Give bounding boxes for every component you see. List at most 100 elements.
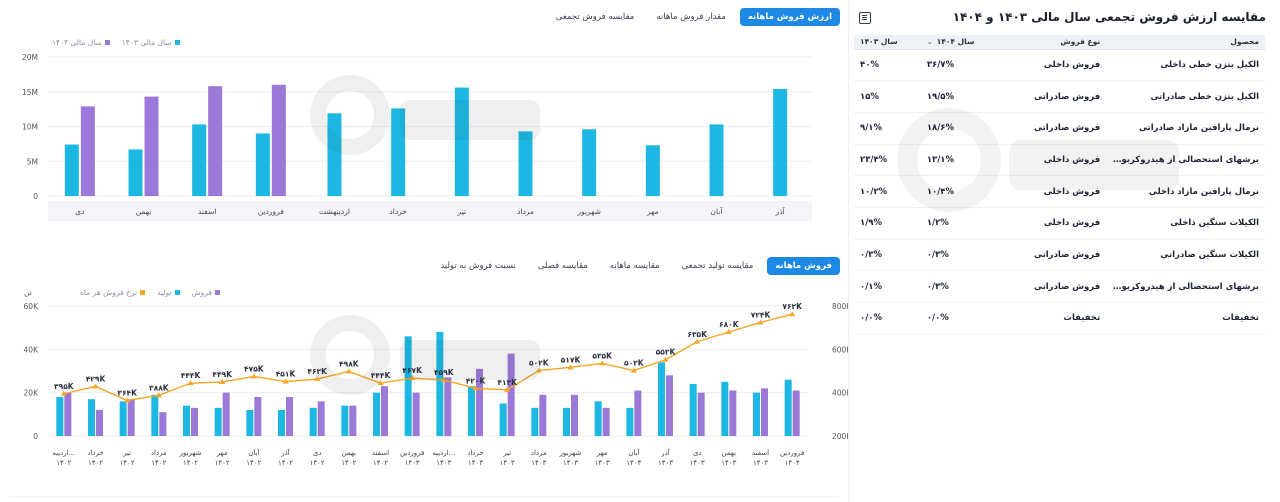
table-row[interactable]: برشهای استحصالی از هیدروکربور... فروش صاد…	[854, 270, 1265, 303]
bar-sales	[96, 410, 103, 436]
value-1403-cell: ۰/۰%	[854, 302, 921, 335]
sale-type-cell: فروش داخلی	[1000, 144, 1107, 177]
x-axis-band	[48, 201, 812, 221]
bar-production	[436, 332, 444, 436]
legend-swatch	[174, 40, 180, 45]
bar-1404	[271, 84, 286, 196]
sales-rate-label: ۵۵۲K	[656, 348, 677, 357]
table-row[interactable]: نرمال پارافین مازاد صادراتی فروش صادراتی ۱…	[854, 112, 1265, 145]
monthly-sales-value-chart: 0 5M 10M 15M 20M دی بهمن اسفند فروردین اردیبهشت خر…	[22, 53, 812, 221]
sales-rate-point	[789, 311, 796, 317]
bar-1403	[454, 87, 469, 196]
bar-production	[151, 394, 159, 436]
bottom-tab-2[interactable]: مقایسه ماهانه	[609, 261, 660, 271]
x-tick-label: دی	[313, 449, 322, 457]
legend-item[interactable]: فروش	[192, 288, 221, 297]
column-header-sale-type[interactable]: نوع فروش	[1000, 35, 1107, 50]
sales-rate-label: ۴۲۰K	[466, 376, 487, 385]
legend-item[interactable]: تولید	[157, 288, 180, 297]
bar-sales	[127, 399, 135, 436]
sales-rate-point	[662, 356, 669, 362]
table-view-icon[interactable]	[859, 12, 871, 24]
bar-1403	[192, 124, 207, 196]
x-tick-label: فروردین	[400, 449, 424, 457]
bar-production	[626, 407, 634, 436]
sales-rate-line	[63, 313, 793, 402]
bar-production	[531, 407, 539, 436]
bar-production	[341, 405, 349, 436]
x-tick-label-year: ۱۴۰۳	[721, 459, 736, 467]
legend-item[interactable]: نرخ فروش هر ماه	[80, 288, 146, 297]
table-row[interactable]: الکیلات سنگین داخلی فروش داخلی ۱/۲% ۱/۹%	[854, 207, 1265, 240]
x-tick-label: مرداد	[517, 207, 534, 216]
x-tick-label-year: ۱۴۰۳	[468, 459, 483, 467]
bottom-tab-4[interactable]: نسبت فروش به تولید	[440, 261, 516, 271]
bottom-tab-0[interactable]: فروش ماهانه	[767, 257, 840, 275]
bar-1403	[64, 144, 79, 196]
x-tick-label: خرداد	[467, 449, 483, 457]
bar-production	[88, 399, 95, 436]
value-1403-cell: ۲۳/۴%	[854, 144, 921, 177]
product-cell: برشهای استحصالی از هیدروکربور...	[1106, 144, 1265, 177]
bar-sales	[412, 392, 420, 436]
chart2-legend: فروش تولید نرخ فروش هر ماه	[80, 288, 221, 297]
sales-rate-label: ۴۵۹K	[434, 368, 455, 377]
bar-sales	[571, 394, 578, 436]
sales-rate-label: ۴۴۴K	[181, 371, 202, 380]
sales-rate-point	[282, 378, 289, 384]
sales-rate-point	[567, 364, 574, 370]
legend-item[interactable]: سال مالی ۱۴۰۳	[122, 38, 180, 47]
sales-rate-point	[599, 360, 606, 366]
sales-rate-label: ۴۹۸K	[339, 359, 360, 368]
sales-rate-label: ۳۹۵K	[54, 382, 75, 391]
x-tick-label-year: ۱۴۰۲	[246, 459, 261, 467]
product-cell: نرمال پارافین مازاد صادراتی	[1106, 112, 1265, 145]
sales-rate-label: ۴۶۷K	[402, 366, 423, 375]
table-row[interactable]: نرمال پارافین مازاد داخلی فروش داخلی ۱۰/۴%…	[854, 175, 1265, 208]
x-tick-label: آبان	[711, 206, 724, 216]
sales-rate-label: ۳۶۴K	[117, 388, 138, 397]
column-header-product[interactable]: محصول	[1106, 35, 1265, 50]
table-row[interactable]: الکیل بنزن خطی صادراتی فروش صادراتی ۱۹/۵% ۱…	[854, 80, 1265, 113]
top-tab-1[interactable]: مقدار فروش ماهانه	[656, 12, 726, 22]
x-tick-label: بهمن	[342, 449, 357, 457]
chart1-legend: سال مالی ۱۴۰۳ سال مالی ۱۴۰۴	[52, 38, 180, 47]
legend-item[interactable]: سال مالی ۱۴۰۴	[52, 38, 110, 47]
panel-separator	[848, 0, 849, 502]
chevron-down-icon: ⌄	[926, 38, 933, 47]
table-row[interactable]: تخفیفات تخفیفات ۰/۰% ۰/۰%	[854, 302, 1265, 335]
bar-production	[183, 405, 190, 436]
sales-rate-label: ۵۱۷K	[561, 355, 582, 364]
column-header-1404[interactable]: سال ۱۴۰۴⌄	[920, 35, 1001, 50]
sales-rate-label: ۳۸۸K	[149, 383, 170, 392]
bar-production	[468, 386, 475, 436]
bottom-tab-1[interactable]: مقایسه تولید تجمعی	[681, 261, 754, 271]
bar-production	[689, 384, 697, 436]
x-tick-label: فروردین	[258, 207, 285, 216]
y-tick-label: 20M	[22, 53, 38, 62]
bar-1403	[582, 129, 597, 196]
panel-title: مقایسه ارزش فروش تجمعی سال مالی ۱۴۰۳ و ۱…	[952, 10, 1266, 24]
sales-rate-point	[504, 386, 511, 392]
sales-rate-label: ۵۰۲K	[624, 359, 645, 368]
x-tick-label: خرداد	[389, 207, 407, 216]
table-row[interactable]: الکیل بنزن خطی داخلی فروش داخلی ۳۶/۷% ۴۰%	[854, 49, 1265, 82]
top-tab-0[interactable]: ارزش فروش ماهانه	[739, 8, 840, 26]
sales-rate-label: ۷۲۴K	[751, 310, 772, 319]
x-tick-label: آذر	[660, 448, 670, 457]
column-header-1403[interactable]: سال ۱۴۰۳	[854, 35, 921, 50]
bottom-tab-3[interactable]: مقایسه فصلی	[537, 261, 588, 271]
bar-1404	[144, 96, 159, 196]
bar-sales	[666, 375, 673, 436]
top-tab-2[interactable]: مقایسه فروش تجمعی	[555, 12, 635, 22]
table-row[interactable]: برشهای استحصالی از هیدروکربور... فروش داخ…	[854, 144, 1265, 177]
right-panel: مقایسه ارزش فروش تجمعی سال مالی ۱۴۰۳ و ۱…	[849, 0, 1280, 502]
sales-rate-label: ۷۶۲K	[782, 302, 803, 311]
x-tick-label-year: ۱۴۰۲	[183, 459, 198, 467]
x-tick-label: مهر	[596, 449, 608, 457]
x-tick-label: فروردین	[780, 449, 804, 457]
sale-type-cell: فروش داخلی	[1000, 207, 1107, 240]
bar-production	[563, 407, 570, 436]
table-row[interactable]: الکیلات سنگین صادراتی فروش صادراتی ۰/۳% ۰/۳…	[854, 239, 1265, 272]
bar-sales	[507, 353, 515, 436]
